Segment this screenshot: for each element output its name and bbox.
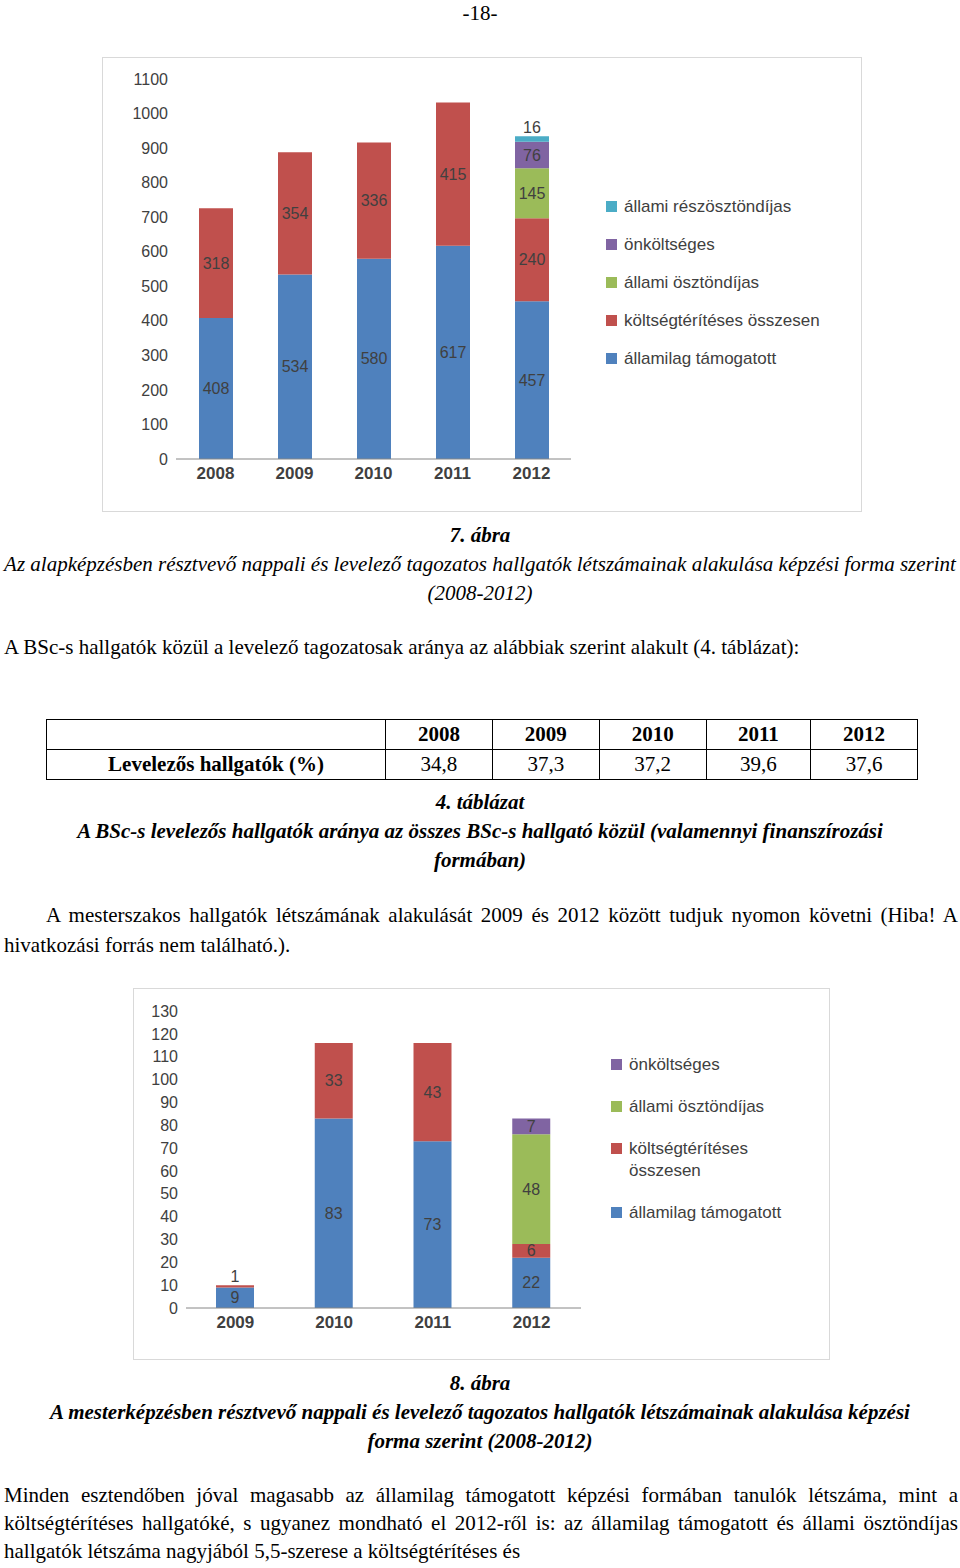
- svg-text:800: 800: [141, 174, 168, 191]
- html-text:34,8: 34,8: [420, 752, 458, 776]
- html-text:2009: 2009: [524, 722, 567, 746]
- html-text:állami ösztöndíjas: állami ösztöndíjas: [624, 273, 760, 292]
- svg-text:80: 80: [160, 1117, 178, 1134]
- html-text:2008: 2008: [417, 722, 460, 746]
- svg-text:20: 20: [160, 1254, 178, 1271]
- html-text:37,2: 37,2: [634, 752, 672, 776]
- svg-text:16: 16: [523, 119, 541, 136]
- svg-text:110: 110: [152, 1048, 178, 1065]
- html-text:37,3: 37,3: [527, 752, 565, 776]
- svg-text:60: 60: [160, 1163, 178, 1180]
- html-text:2011: 2011: [737, 722, 779, 746]
- svg-text:10: 10: [160, 1277, 178, 1294]
- html-text:37,6: 37,6: [845, 752, 883, 776]
- svg-text:300: 300: [141, 347, 168, 364]
- svg-text:83: 83: [325, 1205, 343, 1222]
- svg-text:76: 76: [523, 147, 541, 164]
- html-text:A BSc-s levelezős hallgatók ar: A BSc-s levelezős hallgatók aránya az ös…: [77, 819, 883, 872]
- svg-text:70: 70: [160, 1140, 178, 1157]
- svg-text:500: 500: [141, 278, 168, 295]
- html-text:Minden esztendőben jóval magas: Minden esztendőben jóval magasabb az áll…: [4, 1483, 958, 1563]
- html-text:8. ábra: 8. ábra: [449, 1371, 511, 1395]
- svg-text:408: 408: [203, 380, 230, 397]
- svg-text:2008: 2008: [197, 464, 235, 483]
- svg-text:0: 0: [169, 1300, 178, 1317]
- svg-text:90: 90: [160, 1094, 178, 1111]
- svg-text:2011: 2011: [434, 464, 471, 483]
- html-text:önköltséges: önköltséges: [624, 235, 715, 254]
- svg-text:22: 22: [522, 1274, 540, 1291]
- svg-text:9: 9: [231, 1289, 240, 1306]
- svg-text:0: 0: [159, 451, 168, 468]
- svg-text:43: 43: [424, 1084, 442, 1101]
- svg-text:415: 415: [440, 166, 467, 183]
- html-text:Az alapképzésben résztvevő nap: Az alapképzésben résztvevő nappali és le…: [4, 552, 956, 605]
- html-text:39,6: 39,6: [740, 752, 777, 776]
- svg-text:580: 580: [361, 350, 388, 367]
- svg-text:900: 900: [141, 140, 168, 157]
- html-text:-18-: -18-: [462, 1, 498, 25]
- html-text:államilag támogatott: államilag támogatott: [629, 1203, 782, 1222]
- svg-text:120: 120: [151, 1026, 178, 1043]
- svg-text:617: 617: [440, 344, 467, 361]
- svg-text:6: 6: [527, 1242, 536, 1259]
- svg-text:2009: 2009: [216, 1313, 254, 1332]
- html-text:Levelezős hallgatók (%): Levelezős hallgatók (%): [108, 752, 324, 776]
- svg-text:100: 100: [141, 416, 168, 433]
- svg-text:40: 40: [160, 1208, 178, 1225]
- html-text:7. ábra: 7. ábra: [449, 523, 511, 547]
- svg-text:318: 318: [203, 255, 230, 272]
- svg-text:2010: 2010: [355, 464, 393, 483]
- html-text:önköltséges: önköltséges: [629, 1055, 720, 1074]
- html-text:állami részösztöndíjas: állami részösztöndíjas: [624, 197, 792, 216]
- svg-text:2010: 2010: [315, 1313, 353, 1332]
- svg-text:7: 7: [527, 1118, 536, 1135]
- svg-text:1000: 1000: [132, 105, 168, 122]
- html-text:A mesterszakos hallgatók létsz: A mesterszakos hallgatók létszámának ala…: [4, 903, 958, 957]
- svg-text:145: 145: [519, 185, 546, 202]
- html-text:költségtérítéses összesen: költségtérítéses összesen: [629, 1139, 749, 1180]
- svg-text:1: 1: [231, 1268, 240, 1285]
- svg-text:48: 48: [522, 1181, 540, 1198]
- svg-text:50: 50: [160, 1185, 178, 1202]
- svg-text:534: 534: [282, 358, 309, 375]
- svg-text:2012: 2012: [513, 464, 551, 483]
- html-text:költségtérítéses összesen: költségtérítéses összesen: [624, 311, 820, 330]
- svg-text:200: 200: [141, 382, 168, 399]
- html-text:A mesterképzésben résztvevő na: A mesterképzésben résztvevő nappali és l…: [50, 1400, 910, 1453]
- svg-text:457: 457: [519, 372, 546, 389]
- svg-text:30: 30: [160, 1231, 178, 1248]
- svg-text:600: 600: [141, 243, 168, 260]
- svg-text:130: 130: [151, 1003, 178, 1020]
- svg-text:2012: 2012: [513, 1313, 551, 1332]
- html-text:A BSc-s hallgatók közül a leve: A BSc-s hallgatók közül a levelező tagoz…: [4, 635, 800, 659]
- html-text:4. táblázat: 4. táblázat: [435, 790, 525, 814]
- svg-text:700: 700: [141, 209, 168, 226]
- svg-text:1100: 1100: [134, 71, 169, 88]
- svg-text:336: 336: [361, 192, 388, 209]
- html-text:állami ösztöndíjas: állami ösztöndíjas: [629, 1097, 765, 1116]
- html-text:2010: 2010: [631, 722, 674, 746]
- svg-text:240: 240: [519, 251, 546, 268]
- svg-text:2009: 2009: [276, 464, 314, 483]
- svg-text:400: 400: [141, 312, 168, 329]
- svg-text:33: 33: [325, 1072, 343, 1089]
- svg-text:2011: 2011: [414, 1313, 451, 1332]
- svg-text:354: 354: [282, 205, 309, 222]
- html-text:2012: 2012: [843, 722, 885, 746]
- svg-text:100: 100: [151, 1071, 178, 1088]
- svg-text:73: 73: [424, 1216, 442, 1233]
- html-text:államilag támogatott: államilag támogatott: [624, 349, 777, 368]
